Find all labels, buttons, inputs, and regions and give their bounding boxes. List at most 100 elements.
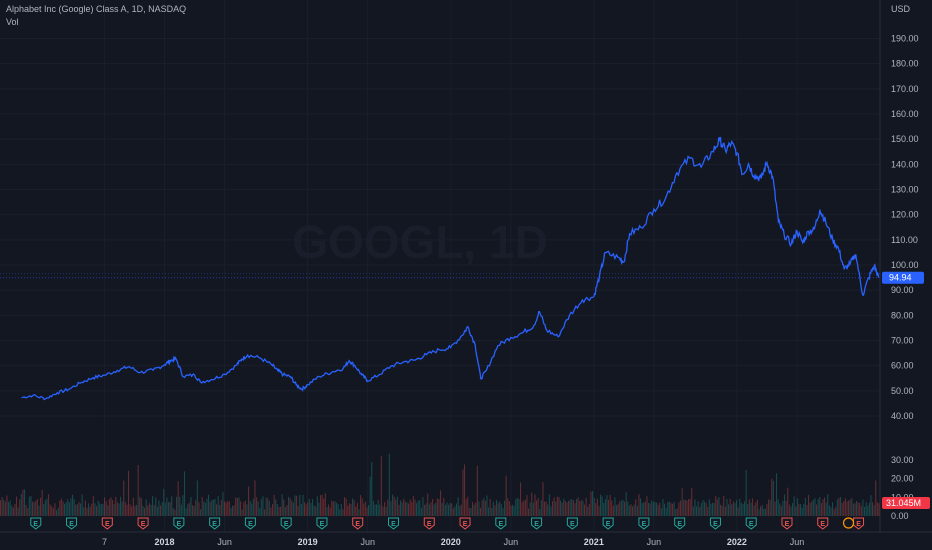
volume-indicator-label[interactable]: Vol bbox=[6, 17, 19, 27]
volume-bar bbox=[0, 500, 2, 516]
volume-bar bbox=[280, 506, 282, 516]
earnings-badge-shape bbox=[745, 517, 757, 530]
volume-bar bbox=[683, 499, 685, 516]
earnings-marker[interactable]: E bbox=[495, 517, 507, 530]
earnings-badge-label: E bbox=[498, 521, 503, 528]
volume-bar bbox=[601, 496, 603, 516]
earnings-badge-label: E bbox=[212, 521, 217, 528]
earnings-marker[interactable]: E bbox=[352, 517, 364, 530]
volume-bar bbox=[65, 502, 67, 516]
volume-bar bbox=[595, 503, 597, 516]
earnings-marker[interactable]: E bbox=[531, 517, 543, 530]
price-tick-label: 90.00 bbox=[891, 285, 914, 295]
earnings-marker[interactable]: E bbox=[30, 517, 42, 530]
volume-bar bbox=[603, 503, 605, 516]
earnings-marker[interactable]: E bbox=[781, 517, 793, 530]
volume-bar bbox=[774, 501, 776, 516]
volume-bar bbox=[822, 499, 824, 516]
volume-bar bbox=[180, 504, 182, 516]
volume-bar bbox=[609, 494, 611, 516]
volume-bar bbox=[867, 505, 869, 516]
time-tick-label: Jun bbox=[504, 537, 519, 547]
volume-bar bbox=[124, 501, 126, 516]
earnings-marker[interactable]: E bbox=[423, 517, 435, 530]
earnings-marker[interactable]: E bbox=[602, 517, 614, 530]
volume-bar bbox=[401, 502, 403, 516]
earnings-marker[interactable]: E bbox=[709, 517, 721, 530]
volume-bar bbox=[364, 501, 366, 516]
time-axis[interactable]: 7 2018 Jun 2019 Jun 2020 Jun 2021 Jun 2022 Jun bbox=[0, 531, 932, 550]
earnings-marker[interactable]: E bbox=[244, 517, 256, 530]
volume-bar bbox=[147, 505, 149, 516]
price-axis-background bbox=[880, 0, 932, 532]
volume-bar bbox=[809, 502, 811, 516]
price-axis[interactable]: USD 190.00 180.00 170.00 160.00 150.00 140.00… bbox=[879, 0, 932, 532]
volume-bar bbox=[248, 486, 250, 516]
volume-bar bbox=[36, 499, 38, 516]
volume-bar bbox=[662, 499, 664, 516]
volume-bar bbox=[161, 502, 163, 516]
volume-bar bbox=[836, 499, 838, 516]
volume-bar bbox=[155, 497, 157, 516]
earnings-badge-shape bbox=[244, 517, 256, 530]
earnings-marker[interactable]: E bbox=[817, 517, 829, 530]
volume-bar bbox=[73, 499, 75, 516]
earnings-badge-shape bbox=[352, 517, 364, 530]
volume-bar bbox=[614, 497, 616, 516]
earnings-marker[interactable]: E bbox=[280, 517, 292, 530]
volume-bar bbox=[681, 488, 683, 516]
volume-bar bbox=[481, 500, 483, 516]
volume-bar bbox=[817, 499, 819, 516]
earnings-marker[interactable]: E bbox=[173, 517, 185, 530]
volume-bar bbox=[808, 495, 810, 516]
earnings-badge-shape bbox=[459, 517, 471, 530]
volume-bar bbox=[251, 503, 253, 516]
symbol-title[interactable]: Alphabet Inc (Google) Class A, 1D, NASDA… bbox=[6, 4, 187, 14]
volume-bar bbox=[624, 501, 626, 516]
volume-bar bbox=[656, 502, 658, 516]
price-tag: 94.94 bbox=[882, 271, 924, 284]
volume-bar bbox=[259, 508, 261, 516]
volume-bar bbox=[696, 506, 698, 516]
earnings-marker[interactable]: E bbox=[459, 517, 471, 530]
volume-bar bbox=[788, 504, 790, 516]
earnings-badge-label: E bbox=[69, 521, 74, 528]
earnings-badge-label: E bbox=[642, 521, 647, 528]
earnings-marker[interactable]: E bbox=[638, 517, 650, 530]
earnings-marker[interactable]: E bbox=[66, 517, 78, 530]
volume-bar bbox=[592, 491, 594, 516]
volume-bar bbox=[619, 501, 621, 516]
volume-bar bbox=[392, 494, 394, 516]
volume-bar bbox=[798, 503, 800, 516]
volume-bar bbox=[793, 496, 795, 516]
earnings-marker[interactable]: E bbox=[674, 517, 686, 530]
volume-bar bbox=[355, 506, 357, 516]
earnings-marker[interactable]: E bbox=[137, 517, 149, 530]
earnings-badge-shape bbox=[638, 517, 650, 530]
volume-bar bbox=[339, 509, 341, 516]
volume-bar bbox=[745, 469, 747, 516]
earnings-marker[interactable]: E bbox=[316, 517, 328, 530]
time-tick-label: 2021 bbox=[584, 537, 604, 547]
volume-bar bbox=[116, 502, 118, 516]
volume-bar bbox=[336, 502, 338, 516]
volume-bar bbox=[787, 487, 789, 516]
earnings-marker[interactable]: E bbox=[745, 517, 757, 530]
earnings-marker[interactable]: E bbox=[387, 517, 399, 530]
volume-bar bbox=[419, 500, 421, 516]
volume-bar bbox=[228, 501, 230, 516]
earnings-marker[interactable]: E bbox=[566, 517, 578, 530]
volume-bar bbox=[760, 506, 762, 516]
volume-bar bbox=[454, 506, 456, 516]
volume-bar bbox=[243, 502, 245, 516]
volume-bar bbox=[99, 503, 101, 516]
volume-bar bbox=[14, 504, 16, 516]
volume-bar bbox=[57, 507, 59, 516]
volume-bar bbox=[348, 503, 350, 516]
volume-bar bbox=[443, 498, 445, 516]
earnings-marker[interactable]: E bbox=[101, 517, 113, 530]
earnings-marker[interactable]: E bbox=[209, 517, 221, 530]
